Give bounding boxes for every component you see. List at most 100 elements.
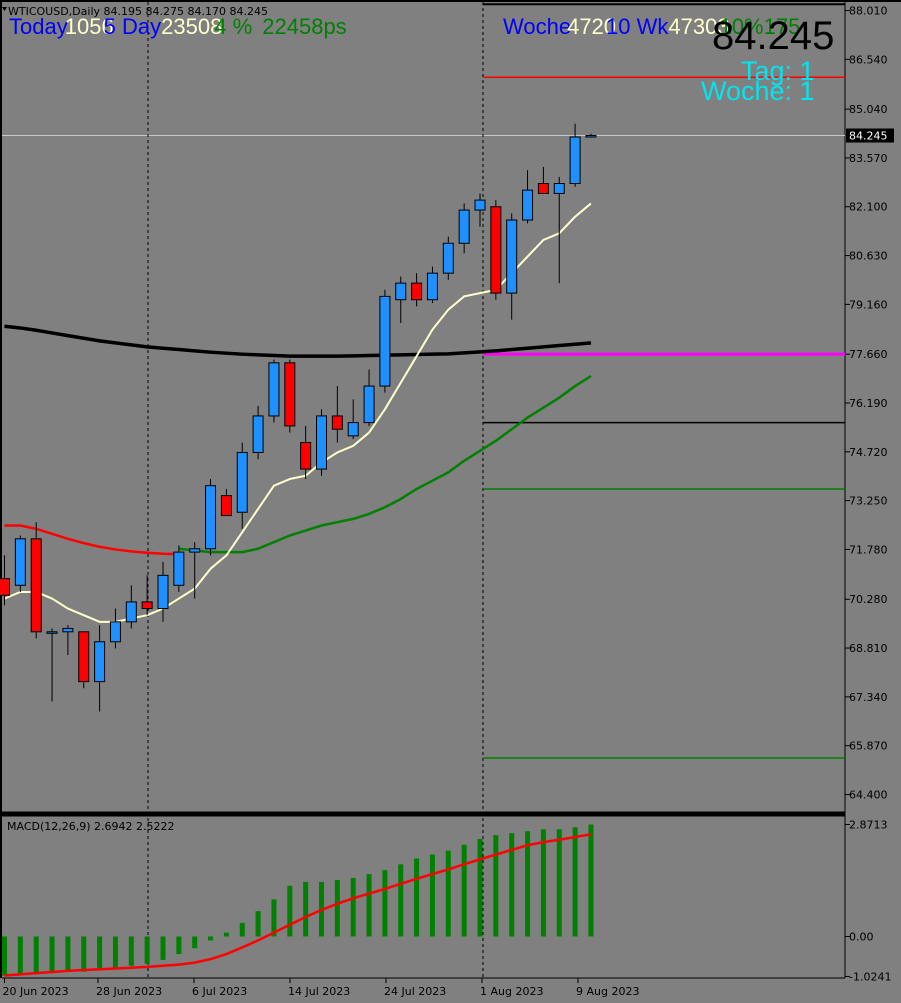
macd-histogram-bar xyxy=(17,936,23,976)
candle-body xyxy=(395,282,407,301)
y-tick-label: 79.160 xyxy=(849,298,888,311)
x-tick-label: 14 Jul 2023 xyxy=(288,985,350,998)
macd-histogram-bar xyxy=(176,936,182,955)
macd-histogram-bar xyxy=(540,829,546,937)
macd-tick-label: 2.8713 xyxy=(849,819,888,832)
day-label: 5 Day xyxy=(103,14,162,39)
candle-body xyxy=(94,641,106,683)
candle-body xyxy=(458,209,470,244)
macd-histogram-bar xyxy=(445,850,451,937)
candle-body xyxy=(62,627,74,633)
current-price-box xyxy=(846,128,894,143)
x-tick-label: 6 Jul 2023 xyxy=(192,985,247,998)
candle-body xyxy=(553,183,565,194)
candle-body xyxy=(46,631,58,634)
candle-body xyxy=(347,422,359,437)
woche-label: Woche xyxy=(503,14,572,39)
today-stats: Today10565 Day235084 % 22458ps xyxy=(9,16,347,38)
y-tick-label: 76.190 xyxy=(849,397,888,410)
macd-histogram-bar xyxy=(588,824,594,937)
macd-histogram-bar xyxy=(2,936,7,976)
today-value: 1056 xyxy=(64,14,114,39)
macd-histogram-bar xyxy=(81,936,87,972)
y-tick-label: 67.340 xyxy=(849,691,888,704)
y-tick-label: 77.660 xyxy=(849,348,888,361)
macd-histogram-bar xyxy=(65,936,71,972)
macd-histogram-bar xyxy=(334,879,340,937)
macd-histogram-bar xyxy=(303,881,309,937)
macd-histogram-bar xyxy=(33,936,39,974)
woche-counter: Woche: 1 xyxy=(701,76,815,106)
macd-tick-label: 0.00 xyxy=(849,931,874,944)
macd-histogram-bar xyxy=(461,844,467,937)
macd-histogram-bar xyxy=(112,936,118,968)
macd-histogram-bar xyxy=(493,835,499,937)
macd-histogram-bar xyxy=(208,936,214,941)
candle-body xyxy=(173,551,185,586)
pct-label: 4 % xyxy=(214,14,253,39)
candle-body xyxy=(205,485,217,550)
y-tick-label: 83.570 xyxy=(849,152,888,165)
macd-histogram-bar xyxy=(525,831,531,937)
candle-body xyxy=(30,538,42,633)
y-tick-label: 71.780 xyxy=(849,543,888,556)
macd-histogram-bar xyxy=(239,922,245,937)
candle-body xyxy=(569,136,581,185)
macd-histogram-bar xyxy=(572,827,578,937)
candle-body xyxy=(252,415,264,453)
y-tick-label: 85.040 xyxy=(849,103,888,116)
candle-body xyxy=(426,272,438,301)
y-tick-label: 80.630 xyxy=(849,250,888,263)
wk-label: 10 Wk xyxy=(606,14,669,39)
x-tick-label: 28 Jun 2023 xyxy=(96,985,162,998)
candle-body xyxy=(78,631,90,683)
candle-body xyxy=(125,601,137,623)
ma-slow-line xyxy=(178,375,592,554)
y-tick-label: 86.540 xyxy=(849,53,888,66)
candle-body xyxy=(506,219,518,294)
macd-histogram-bar xyxy=(350,877,356,937)
pips-label: 22458ps xyxy=(262,14,347,39)
macd-histogram-bar xyxy=(414,858,420,937)
x-tick-label: 20 Jun 2023 xyxy=(3,985,69,998)
macd-histogram-bar xyxy=(366,874,372,937)
candle-body xyxy=(411,282,423,301)
candle-body xyxy=(268,362,280,417)
candle-body xyxy=(442,242,454,274)
candle-body xyxy=(490,206,502,294)
macd-histogram-bar xyxy=(192,936,198,949)
macd-histogram-bar xyxy=(477,838,483,937)
tag-counter: Tag: 1 xyxy=(741,56,815,86)
macd-histogram-bar xyxy=(509,833,515,937)
macd-histogram-bar xyxy=(160,936,166,960)
y-tick-label: 73.250 xyxy=(849,495,888,508)
current-price-label: 84.245 xyxy=(849,130,888,143)
macd-histogram-bar xyxy=(49,936,55,973)
macd-histogram-bar xyxy=(287,885,293,937)
y-tick-label: 65.870 xyxy=(849,740,888,753)
candle-body xyxy=(220,495,232,517)
y-tick-label: 64.400 xyxy=(849,789,888,802)
macd-histogram-bar xyxy=(128,936,134,966)
main-plot-area xyxy=(2,2,845,812)
macd-histogram-bar xyxy=(271,899,277,937)
macd-histogram-bar xyxy=(429,854,435,937)
candle-body xyxy=(300,442,312,470)
wk-value: 47303 xyxy=(668,14,730,39)
big-price-display: 84.245 xyxy=(712,14,835,58)
candle-body xyxy=(522,189,534,221)
macd-histogram-bar xyxy=(144,936,150,964)
y-tick-label: 68.810 xyxy=(849,642,888,655)
macd-histogram-bar xyxy=(223,932,229,937)
candle-body xyxy=(189,548,201,553)
candle-body xyxy=(316,415,327,470)
dropdown-triangle-icon xyxy=(2,7,7,11)
candle-body xyxy=(331,415,343,430)
candle-body xyxy=(109,621,121,643)
symbol-title: WTICOUSD,Daily 84.195 84.275 84.170 84.2… xyxy=(8,5,268,18)
macd-title: MACD(12,26,9) 2.6942 2.5222 xyxy=(7,820,175,833)
macd-tick-label: -1.0241 xyxy=(849,970,891,983)
macd-histogram-bar xyxy=(556,829,562,937)
y-tick-label: 74.720 xyxy=(849,446,888,459)
